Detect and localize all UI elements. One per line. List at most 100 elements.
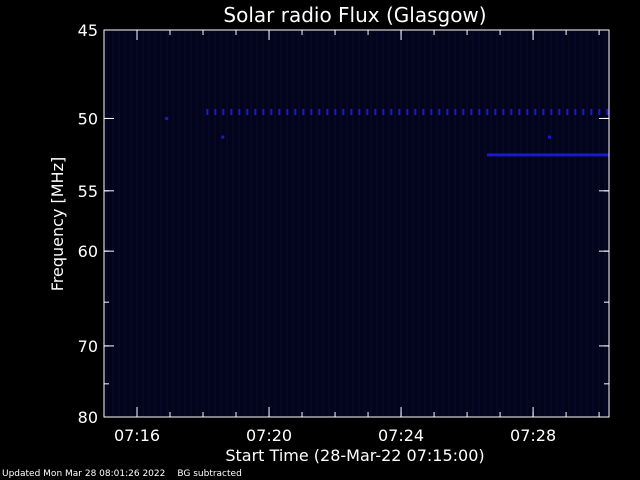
footer: Updated Mon Mar 28 08:01:26 2022 BG subtr… [2, 469, 254, 479]
signal-dot [230, 109, 233, 116]
signal-dot [318, 109, 321, 116]
noise-stripe [340, 31, 342, 416]
noise-stripe [310, 31, 312, 416]
noise-stripe [226, 31, 228, 416]
signal-dot [310, 109, 313, 116]
noise-stripe [388, 31, 390, 416]
noise-stripe [370, 31, 372, 416]
x-axis: 07:16 07:20 07:24 07:28 [103, 30, 600, 445]
noise-stripe [550, 31, 552, 416]
signal-dot [366, 109, 369, 116]
noise-stripe [364, 31, 366, 416]
y-axis-label: Frequency [MHz] [48, 157, 67, 291]
noise-stripe [556, 31, 558, 416]
signal-dot [334, 109, 337, 116]
signal-dot [486, 109, 489, 116]
noise-stripe [394, 31, 396, 416]
signal-point [165, 116, 169, 120]
signal-dot [382, 109, 385, 116]
signal-dot [526, 109, 529, 116]
noise-stripe [424, 31, 426, 416]
signal-point [221, 135, 225, 139]
signal-dot [542, 109, 545, 116]
noise-stripe [256, 31, 258, 416]
background-note: BG subtracted [177, 469, 242, 479]
signal-dot [446, 109, 449, 116]
noise-stripe [244, 31, 246, 416]
y-tick-label: 70 [78, 337, 98, 356]
noise-stripe [586, 31, 588, 416]
noise-stripe [280, 31, 282, 416]
signal-dot [422, 109, 425, 116]
signal-dot [302, 109, 305, 116]
signal-dot [326, 109, 329, 116]
signal-dot [246, 109, 249, 116]
noise-stripe [124, 31, 126, 416]
plot-frame [103, 29, 610, 418]
noise-stripe [454, 31, 456, 416]
noise-stripe [526, 31, 528, 416]
signal-dot [470, 109, 473, 116]
noise-stripe [400, 31, 402, 416]
signal-features [165, 109, 609, 157]
noise-stripe [352, 31, 354, 416]
y-tick-label: 45 [78, 21, 98, 40]
noise-stripe [166, 31, 168, 416]
signal-dot [214, 109, 217, 116]
signal-dot [582, 109, 585, 116]
signal-dot [278, 109, 281, 116]
signal-dot [510, 109, 513, 116]
signal-dot [374, 109, 377, 116]
signal-dot [414, 109, 417, 116]
signal-dot [590, 109, 593, 116]
x-tick-label: 07:24 [378, 426, 424, 445]
noise-stripe [442, 31, 444, 416]
noise-stripe [298, 31, 300, 416]
signal-dot [222, 109, 225, 116]
noise-stripe [502, 31, 504, 416]
signal-dot [534, 109, 537, 116]
signal-dot [462, 109, 465, 116]
noise-stripe [490, 31, 492, 416]
noise-stripe [466, 31, 468, 416]
noise-stripe [520, 31, 522, 416]
noise-stripe [220, 31, 222, 416]
noise-stripe [202, 31, 204, 416]
noise-stripe [484, 31, 486, 416]
y-axis: 45 50 55 60 70 80 [78, 21, 609, 427]
noise-stripe [382, 31, 384, 416]
noise-stripe [334, 31, 336, 416]
noise-stripe [190, 31, 192, 416]
noise-stripe [178, 31, 180, 416]
noise-stripe [214, 31, 216, 416]
noise-stripe [538, 31, 540, 416]
signal-dot [502, 109, 505, 116]
signal-dot [598, 109, 601, 116]
noise-stripe [598, 31, 600, 416]
noise-stripe [328, 31, 330, 416]
noise-stripe [478, 31, 480, 416]
noise-stripe [508, 31, 510, 416]
signal-dot [342, 109, 345, 116]
noise-stripe [460, 31, 462, 416]
noise-stripe [118, 31, 120, 416]
noise-stripe [346, 31, 348, 416]
noise-stripe [196, 31, 198, 416]
noise-stripe [136, 31, 138, 416]
noise-stripe [106, 31, 108, 416]
noise-stripe [436, 31, 438, 416]
noise-stripe [430, 31, 432, 416]
noise-stripe [112, 31, 114, 416]
signal-dot [270, 109, 273, 116]
signal-dot [438, 109, 441, 116]
signal-dot [430, 109, 433, 116]
noise-stripe [262, 31, 264, 416]
y-tick-label: 60 [78, 242, 98, 261]
noise-stripe [148, 31, 150, 416]
signal-dot [406, 109, 409, 116]
updated-timestamp: Updated Mon Mar 28 08:01:26 2022 [2, 469, 166, 479]
signal-dot [350, 109, 353, 116]
plot-background [104, 30, 609, 417]
noise-stripe [574, 31, 576, 416]
signal-dot [478, 109, 481, 116]
